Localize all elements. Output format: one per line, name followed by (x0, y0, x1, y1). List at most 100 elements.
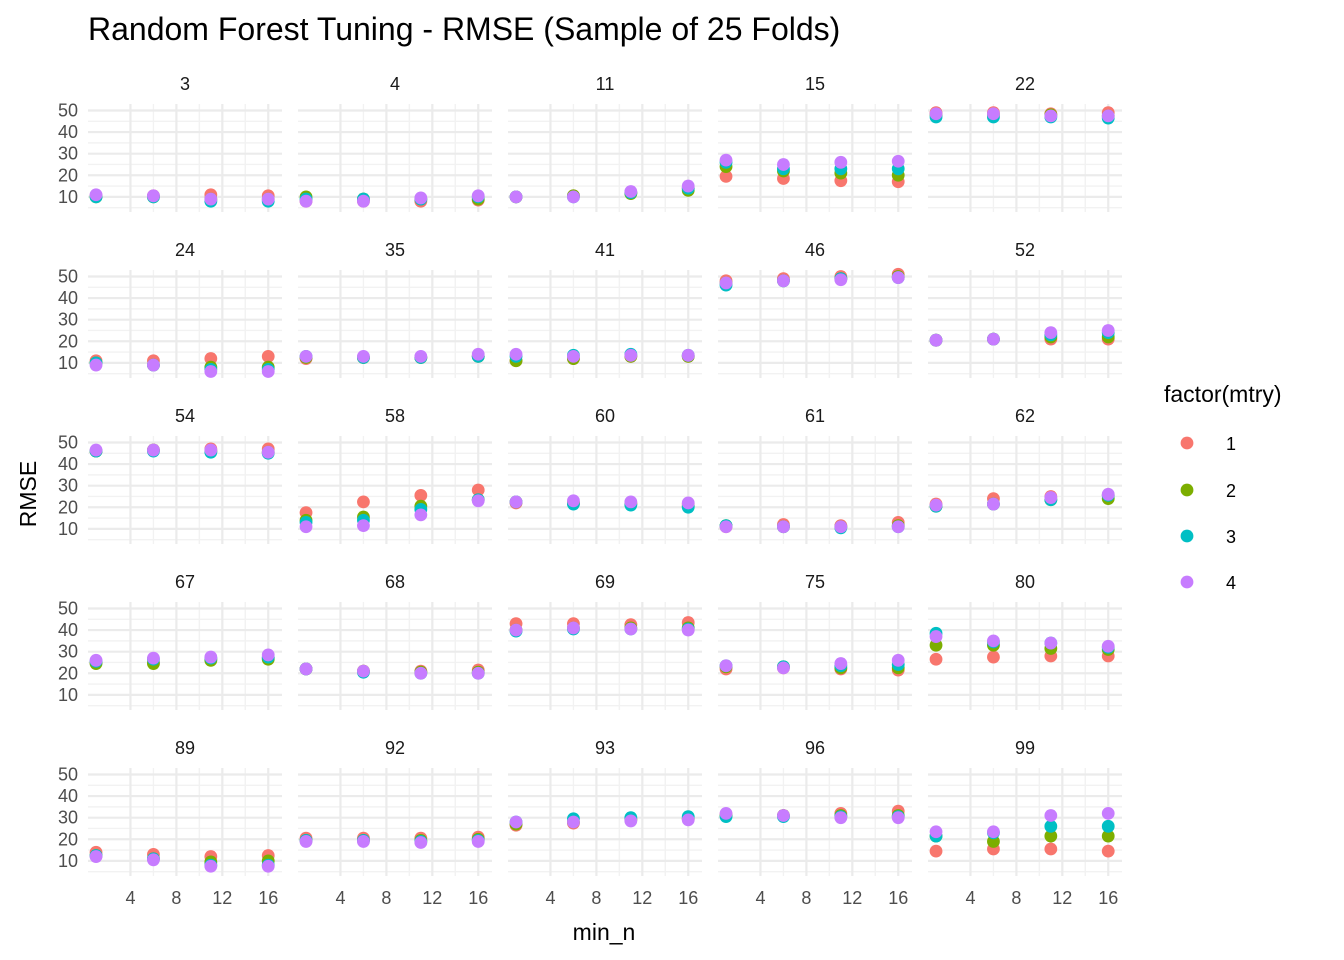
data-point-mtry-4 (1101, 487, 1115, 501)
data-point-mtry-1 (471, 483, 485, 497)
data-point-mtry-4 (929, 107, 943, 121)
facet-panel-60: 60 (508, 406, 702, 544)
data-point-mtry-4 (89, 188, 103, 202)
y-tick-label: 10 (58, 353, 78, 373)
data-point-mtry-4 (987, 497, 1000, 511)
x-tick-label: 12 (842, 888, 862, 908)
x-tick-label: 4 (755, 888, 765, 908)
data-point-mtry-4 (1101, 324, 1115, 337)
facet-panel-62: 62 (928, 406, 1122, 544)
data-point-mtry-4 (261, 365, 275, 378)
x-tick-label: 8 (171, 888, 181, 908)
data-point-mtry-4 (357, 664, 370, 678)
facet-panel-35: 35 (298, 240, 492, 378)
x-tick-label: 8 (1011, 888, 1021, 908)
facet-strip-label: 58 (385, 406, 405, 426)
data-point-mtry-4 (471, 189, 485, 203)
data-point-mtry-4 (624, 622, 638, 636)
data-point-mtry-4 (929, 498, 943, 512)
data-point-mtry-4 (261, 192, 275, 206)
facet-strip-label: 62 (1015, 406, 1035, 426)
legend-label-4: 4 (1226, 573, 1236, 593)
data-point-mtry-4 (891, 271, 905, 284)
facet-strip-label: 35 (385, 240, 405, 260)
facet-panel-99: 99 4 8 12 16 (928, 738, 1122, 908)
data-point-mtry-4 (204, 192, 218, 206)
legend-key-3 (1180, 529, 1194, 543)
facet-strip-label: 93 (595, 738, 615, 758)
data-point-mtry-4 (471, 666, 485, 680)
facet-panel-96: 96 4 8 12 16 (718, 738, 912, 908)
data-point-mtry-4 (299, 520, 313, 534)
legend-label-2: 2 (1226, 481, 1236, 501)
data-point-mtry-4 (261, 648, 275, 662)
facet-strip-label: 4 (390, 74, 400, 94)
data-point-mtry-1 (261, 350, 275, 363)
data-point-mtry-4 (777, 520, 790, 534)
facet-panel-46: 46 (718, 240, 912, 378)
y-tick-label: 10 (58, 519, 78, 539)
data-point-mtry-4 (1044, 636, 1058, 650)
data-point-mtry-3 (1101, 819, 1115, 833)
y-tick-label: 10 (58, 685, 78, 705)
legend-key-4 (1180, 575, 1194, 589)
data-point-mtry-4 (1044, 109, 1058, 123)
y-tick-label: 30 (58, 476, 78, 496)
data-point-mtry-1 (1101, 844, 1115, 858)
facet-panel-93: 93 4 8 12 16 (508, 738, 702, 908)
y-tick-label: 20 (58, 829, 78, 849)
y-tick-label: 20 (58, 497, 78, 517)
x-tick-label: 16 (888, 888, 908, 908)
y-tick-label: 50 (58, 598, 78, 618)
data-point-mtry-1 (414, 489, 428, 502)
legend-label-3: 3 (1226, 527, 1236, 547)
y-tick-label: 40 (58, 122, 78, 142)
y-tick-label: 40 (58, 454, 78, 474)
legend-key-2 (1180, 483, 1194, 497)
data-point-mtry-4 (204, 859, 218, 873)
data-point-mtry-4 (719, 520, 733, 534)
facet-panel-92: 92 4 8 12 16 (298, 738, 492, 908)
data-point-mtry-4 (624, 495, 638, 509)
x-tick-label: 12 (632, 888, 652, 908)
data-point-mtry-4 (89, 358, 103, 372)
data-point-mtry-4 (681, 179, 695, 193)
data-point-mtry-4 (89, 653, 103, 667)
x-tick-label: 4 (965, 888, 975, 908)
y-tick-label: 50 (58, 100, 78, 120)
y-tick-label: 40 (58, 620, 78, 640)
facet-strip-label: 92 (385, 738, 405, 758)
data-point-mtry-4 (777, 809, 790, 822)
y-tick-label: 30 (58, 310, 78, 330)
x-tick-label: 12 (212, 888, 232, 908)
data-point-mtry-1 (719, 169, 733, 183)
data-point-mtry-4 (719, 276, 733, 290)
facet-strip-label: 68 (385, 572, 405, 592)
data-point-mtry-4 (891, 520, 905, 534)
data-point-mtry-4 (1101, 806, 1115, 820)
data-point-mtry-4 (357, 835, 370, 848)
x-tick-label: 12 (1052, 888, 1072, 908)
x-tick-label: 16 (678, 888, 698, 908)
data-point-mtry-2 (1044, 829, 1058, 843)
data-point-mtry-4 (834, 155, 848, 169)
y-tick-label: 40 (58, 288, 78, 308)
data-point-mtry-4 (987, 825, 1000, 839)
data-point-mtry-4 (834, 811, 848, 825)
facet-panel-80: 80 (928, 572, 1122, 710)
data-point-mtry-4 (509, 347, 523, 361)
x-axis-title: min_n (573, 919, 636, 945)
data-point-mtry-4 (204, 365, 218, 378)
facet-strip-label: 24 (175, 240, 195, 260)
facet-strip-label: 99 (1015, 738, 1035, 758)
data-point-mtry-4 (509, 815, 523, 829)
data-point-mtry-3 (1044, 819, 1058, 833)
data-point-mtry-1 (929, 844, 943, 858)
data-point-mtry-1 (929, 652, 943, 666)
data-point-mtry-4 (777, 274, 790, 288)
facet-panel-68: 68 (298, 572, 492, 710)
data-point-mtry-4 (929, 825, 943, 839)
facet-strip-label: 52 (1015, 240, 1035, 260)
data-point-mtry-4 (147, 358, 160, 372)
